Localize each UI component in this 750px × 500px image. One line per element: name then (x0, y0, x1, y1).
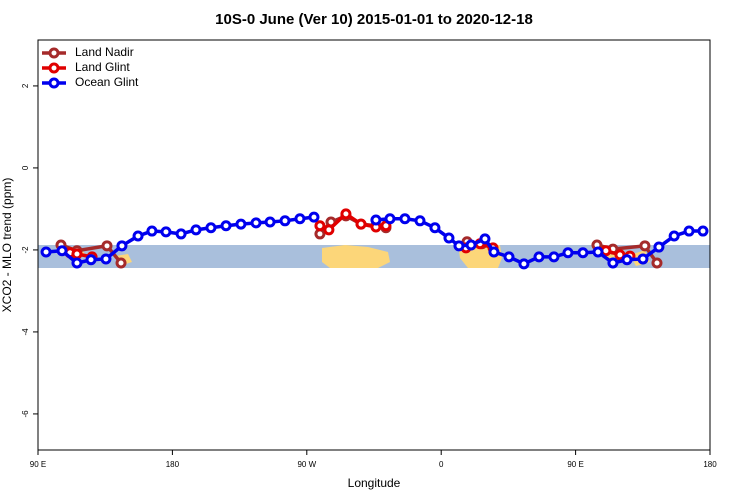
data-point (323, 224, 335, 236)
legend-label: Ocean Glint (75, 75, 139, 89)
chart-title: 10S-0 June (Ver 10) 2015-01-01 to 2020-1… (215, 11, 533, 28)
data-point (562, 247, 574, 259)
legend-label: Land Nadir (75, 45, 134, 59)
data-point (205, 222, 217, 234)
data-point (294, 213, 306, 225)
data-point (160, 226, 172, 238)
data-point (614, 249, 626, 261)
data-point (503, 251, 515, 263)
data-point (314, 220, 326, 232)
data-point (40, 246, 52, 258)
data-point (308, 211, 320, 223)
data-point (116, 240, 128, 252)
data-point (443, 232, 455, 244)
x-axis-label: Longitude (348, 476, 401, 490)
data-point (488, 246, 500, 258)
y-tick-label: -6 (21, 410, 30, 418)
x-tick-label: 90 E (567, 460, 583, 469)
data-point (653, 241, 665, 253)
data-point (479, 233, 491, 245)
data-point (533, 251, 545, 263)
data-point (56, 245, 68, 257)
data-point (115, 257, 127, 269)
data-point (100, 253, 112, 265)
data-point (85, 254, 97, 266)
x-tick-label: 90 W (297, 460, 316, 469)
x-tick-label: 0 (439, 460, 444, 469)
data-point (370, 214, 382, 226)
data-point (607, 257, 619, 269)
data-point (340, 208, 352, 220)
x-tick-label: 180 (703, 460, 717, 469)
data-point (621, 254, 633, 266)
data-point (637, 253, 649, 265)
data-point (651, 257, 663, 269)
data-point (399, 213, 411, 225)
plot-frame (37, 39, 711, 451)
data-point (146, 225, 158, 237)
legend-marker (48, 47, 60, 59)
legend-marker (48, 62, 60, 74)
data-point (465, 239, 477, 251)
data-point (235, 218, 247, 230)
data-point (190, 224, 202, 236)
y-axis-label: XCO2 - MLO trend (ppm) (0, 178, 14, 313)
data-point (132, 230, 144, 242)
data-point (429, 222, 441, 234)
x-tick-label: 90 E (30, 460, 46, 469)
data-point (683, 225, 695, 237)
data-point (175, 228, 187, 240)
data-point (697, 225, 709, 237)
data-point (384, 213, 396, 225)
data-point (668, 230, 680, 242)
data-point (220, 220, 232, 232)
data-point (279, 215, 291, 227)
y-tick-label: -4 (21, 328, 30, 336)
y-tick-label: -2 (21, 246, 30, 254)
data-point (548, 251, 560, 263)
data-point (453, 240, 465, 252)
data-point (577, 247, 589, 259)
data-point (101, 240, 113, 252)
data-point (414, 215, 426, 227)
data-point (250, 217, 262, 229)
data-point (355, 218, 367, 230)
legend-marker (48, 77, 60, 89)
data-point (592, 246, 604, 258)
x-tick-label: 180 (166, 460, 180, 469)
y-tick-label: 0 (21, 165, 30, 170)
data-point (71, 257, 83, 269)
data-point (639, 240, 651, 252)
data-point (518, 258, 530, 270)
legend-label: Land Glint (75, 60, 130, 74)
data-point (264, 216, 276, 228)
data-point (71, 248, 83, 260)
y-tick-label: 2 (21, 83, 30, 88)
